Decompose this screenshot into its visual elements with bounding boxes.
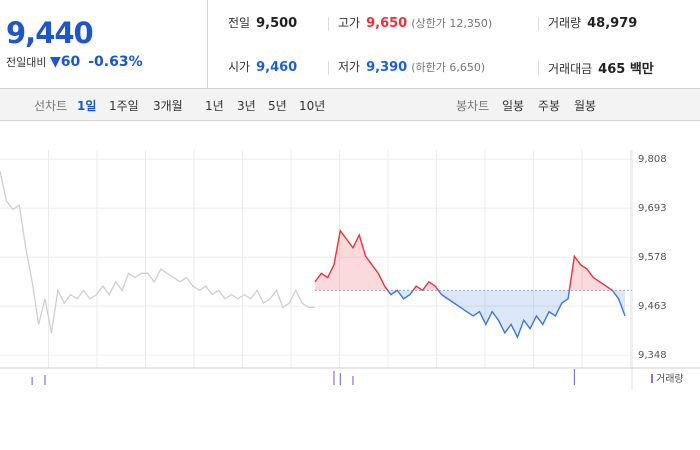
separator — [538, 17, 539, 31]
legend-swatch — [651, 374, 653, 383]
y-tick-label: 9,578 — [638, 252, 667, 263]
price-line — [314, 229, 626, 339]
price-area — [315, 230, 625, 338]
tab-group-label: 선차트 — [34, 99, 68, 113]
stat-value: 465 백만 — [598, 62, 654, 77]
stat-value: 48,979 — [587, 16, 638, 31]
volume-bar — [44, 375, 46, 385]
change-arrow: ▼ — [49, 54, 61, 70]
tab[interactable]: 월봉 — [574, 99, 597, 113]
volume-bar — [333, 371, 335, 385]
tab[interactable]: 1년 — [205, 99, 224, 113]
stat: 거래대금 465 백만 — [548, 58, 654, 77]
volume-bar — [31, 377, 33, 385]
quote-panel: 9,440 전일대비 ▼60 -0.63% — [0, 0, 208, 88]
y-tick-label: 9,348 — [638, 350, 667, 361]
stat-note: (상한가 12,350) — [411, 17, 493, 30]
stat: 고가 9,650 (상한가 12,350) — [338, 14, 492, 31]
volume-bar — [339, 373, 341, 385]
change-value: 60 — [60, 54, 81, 70]
change-label: 전일대비 — [6, 56, 47, 69]
y-tick-label: 9,693 — [638, 203, 667, 214]
tab-group-label: 봉차트 — [456, 99, 490, 113]
volume-bar — [352, 376, 354, 385]
tab[interactable]: 3년 — [237, 99, 256, 113]
volume-bar — [573, 369, 575, 385]
legend-label: 거래량 — [656, 373, 684, 385]
stat-value: 9,500 — [256, 16, 298, 31]
quote-header: 9,440 전일대비 ▼60 -0.63% 전일 9,500 고가 9,650 (상한가 … — [0, 0, 700, 89]
stat: 저가 9,390 (하한가 6,650) — [338, 58, 485, 75]
y-tick-label: 9,463 — [638, 301, 667, 312]
tab[interactable]: 1일 — [77, 99, 97, 113]
y-tick-label: 9,808 — [638, 154, 667, 165]
stat: 시가 9,460 — [228, 58, 297, 75]
stat-value: 9,650 — [366, 16, 408, 31]
tab[interactable]: 10년 — [299, 99, 326, 113]
stat-label: 거래량 — [548, 16, 582, 30]
separator — [538, 61, 539, 75]
separator — [328, 17, 329, 31]
stat-label: 전일 — [228, 16, 251, 30]
stat-note: (하한가 6,650) — [411, 61, 486, 74]
period-tabs: 선차트 1일 1주일 3개월 1년 3년 5년 10년 봉차트 일봉 주봉 월봉 — [0, 89, 700, 121]
change-rate: -0.63% — [88, 54, 143, 70]
stat-value: 9,390 — [366, 60, 408, 75]
tab[interactable]: 3개월 — [153, 99, 183, 113]
prior-price-line — [0, 170, 315, 334]
stat: 거래량 48,979 — [548, 14, 637, 31]
tab[interactable]: 주봉 — [538, 99, 561, 113]
separator — [328, 61, 329, 75]
stat-label: 저가 — [338, 60, 361, 74]
tab[interactable]: 일봉 — [502, 99, 525, 113]
stat-value: 9,460 — [256, 60, 298, 75]
tab[interactable]: 1주일 — [109, 99, 139, 113]
tab[interactable]: 5년 — [268, 99, 287, 113]
change: 전일대비 ▼60 -0.63% — [6, 54, 143, 70]
stat-label: 고가 — [338, 16, 361, 30]
stat-label: 거래대금 — [548, 62, 593, 76]
stat: 전일 9,500 — [228, 14, 297, 31]
stat-label: 시가 — [228, 60, 251, 74]
price: 9,440 — [6, 16, 94, 50]
